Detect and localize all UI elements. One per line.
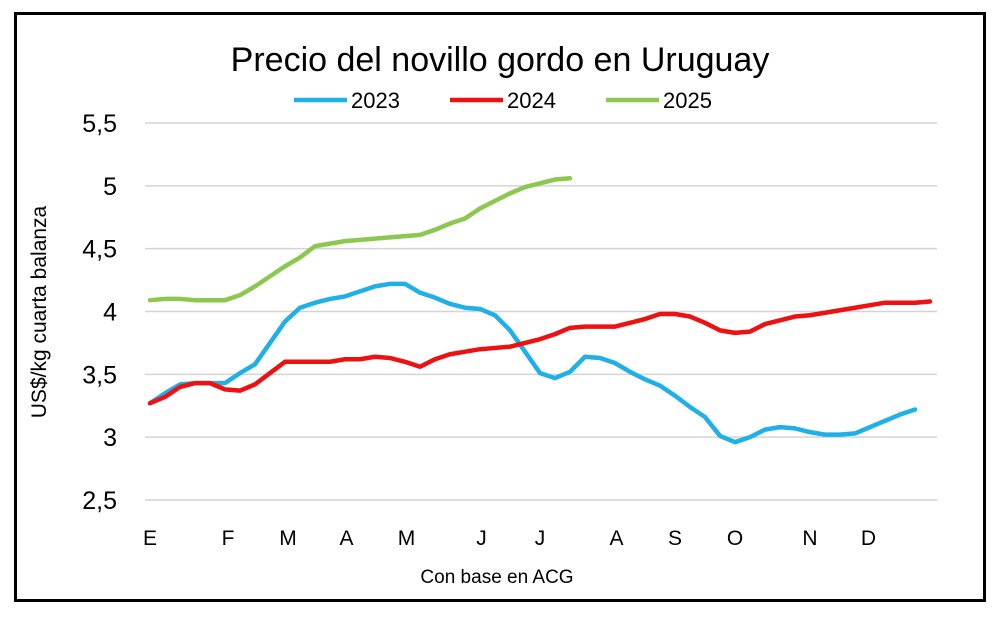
- x-tick-label: A: [609, 527, 623, 550]
- chart-frame: [14, 12, 986, 602]
- x-tick-label: E: [143, 527, 157, 550]
- y-tick-label: 5,5: [82, 110, 117, 138]
- legend-label-2023: 2023: [351, 88, 400, 113]
- legend-label-2025: 2025: [663, 88, 712, 113]
- chart-title: Precio del novillo gordo en Uruguay: [231, 41, 770, 79]
- x-tick-label: F: [222, 527, 235, 550]
- y-tick-label: 4: [103, 299, 117, 327]
- x-tick-label: D: [861, 527, 876, 550]
- legend-label-2024: 2024: [507, 88, 556, 113]
- x-axis-label: Con base en ACG: [420, 567, 573, 588]
- y-tick-label: 3: [103, 424, 117, 452]
- x-tick-label: N: [802, 527, 817, 550]
- series-line-2025: [147, 176, 573, 303]
- y-tick-label: 5: [103, 173, 117, 201]
- series-line-2023: [147, 281, 918, 445]
- x-tick-label: S: [668, 527, 682, 550]
- y-axis-label: US$/kg cuarta balanza: [28, 205, 51, 418]
- x-tick-label: J: [535, 527, 546, 550]
- x-tick-label: O: [727, 527, 743, 550]
- x-tick-label: M: [279, 527, 297, 550]
- x-tick-label: M: [398, 527, 416, 550]
- y-tick-label: 4,5: [82, 236, 117, 264]
- y-tick-label: 3,5: [82, 361, 117, 389]
- y-tick-label: 2,5: [82, 487, 117, 515]
- series-line-2024: [147, 299, 933, 406]
- x-tick-label: A: [339, 527, 353, 550]
- x-tick-label: J: [476, 527, 487, 550]
